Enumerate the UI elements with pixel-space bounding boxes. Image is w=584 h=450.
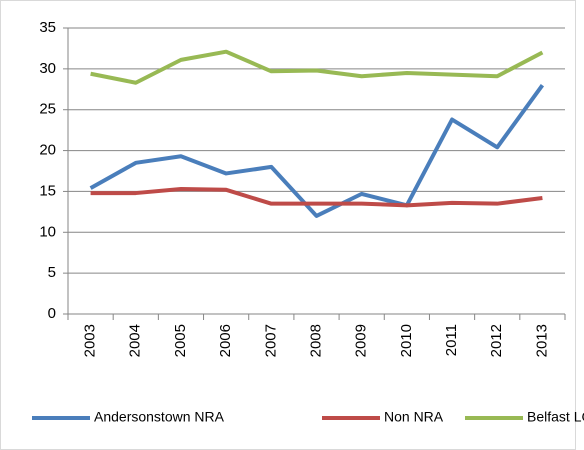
legend-label: Belfast LGD	[527, 409, 584, 425]
y-tick-label: 10	[39, 223, 56, 240]
y-tick-label: 35	[39, 19, 56, 36]
y-tick-label: 20	[39, 142, 56, 159]
x-tick-label: 2004	[127, 324, 144, 357]
y-tick-label: 25	[39, 101, 56, 118]
y-tick-label: 30	[39, 60, 56, 77]
x-tick-label: 2003	[82, 324, 99, 357]
x-tick-label: 2009	[353, 324, 370, 357]
y-tick-label: 5	[48, 264, 56, 281]
legend-label: Non NRA	[384, 409, 444, 425]
x-tick-label: 2005	[172, 324, 189, 357]
y-tick-label: 0	[48, 305, 56, 322]
x-tick-label: 2010	[398, 324, 415, 357]
x-tick-label: 2012	[488, 324, 505, 357]
series-line	[90, 49, 544, 85]
x-tick-label: 2011	[443, 324, 460, 356]
y-tick-label: 15	[39, 182, 56, 199]
x-tick-label: 2006	[217, 324, 234, 357]
x-tick-label: 2013	[533, 324, 550, 357]
series-line	[89, 84, 545, 218]
legend-label: Andersonstown NRA	[94, 409, 225, 425]
x-tick-label: 2007	[262, 324, 279, 357]
series-line	[90, 186, 543, 208]
x-tick-label: 2008	[307, 324, 324, 357]
